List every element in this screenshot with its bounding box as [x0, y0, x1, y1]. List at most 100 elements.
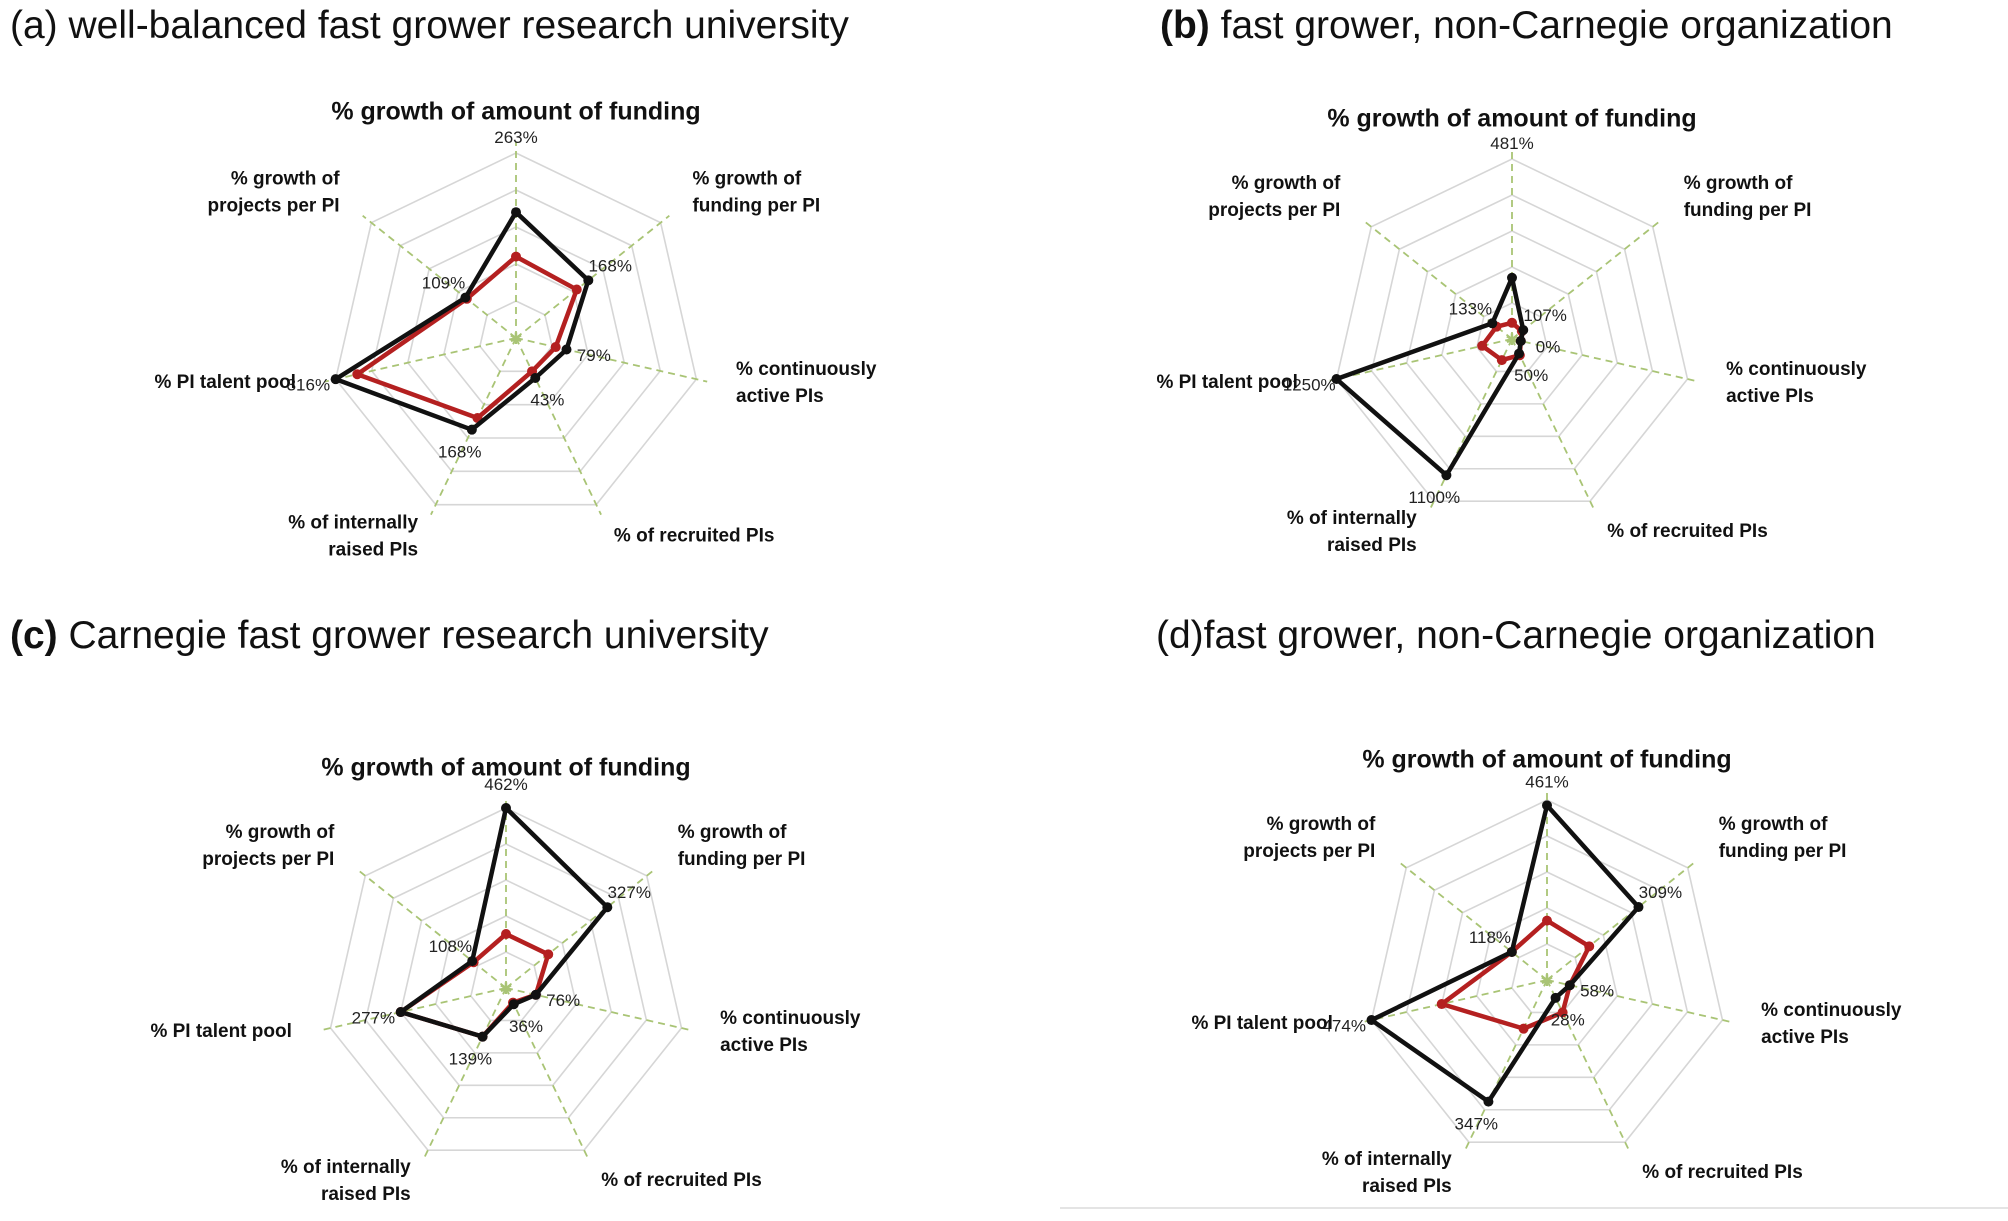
chart-title: % growth of amount of funding: [321, 754, 690, 782]
panel-c: (c) Carnegie fast grower research univer…: [0, 610, 1004, 1220]
axis-spoke: [1546, 979, 1631, 1153]
grid-ring: [1440, 266, 1584, 405]
category-label-growth-of-funding-per-pi: % growth of funding per PI: [1684, 173, 1812, 221]
series-red-point-of-recruited-pis: [1557, 1007, 1568, 1018]
data-label-continuously-active-pis: 0%: [1536, 337, 1561, 356]
data-label-of-internally-raised-pis: 168%: [438, 442, 481, 461]
series-red-point-growth-of-funding-per-pi: [571, 284, 582, 295]
series-black-point-of-internally-raised-pis: [1483, 1096, 1494, 1107]
series-black-point-continuously-active-pis: [561, 344, 572, 355]
panel-title-letter: (b): [1160, 4, 1210, 47]
category-label-pi-talent-pool: % PI talent pool: [155, 372, 296, 393]
category-label-growth-of-projects-per-pi: % growth of projects per PI: [1208, 173, 1341, 221]
divider-line: [1060, 1207, 2008, 1209]
axis-spoke: [1463, 979, 1548, 1153]
series-red-point-growth-of-amount-of-funding: [1542, 915, 1552, 926]
panel-title-letter: (a): [10, 4, 58, 47]
data-label-growth-of-projects-per-pi: 108%: [429, 937, 472, 956]
data-label-growth-of-funding-per-pi: 309%: [1639, 883, 1682, 902]
center-star-icon: ✱: [1505, 332, 1518, 349]
panel-d: (d)fast grower, non-Carnegie organizatio…: [1004, 610, 2008, 1220]
category-label-of-internally-raised-pis: % of internally raised PIs: [1287, 508, 1417, 556]
panel-title-text: fast grower, non-Carnegie organization: [1203, 614, 1876, 657]
series-black-point-growth-of-projects-per-pi: [460, 292, 471, 303]
data-label-continuously-active-pis: 58%: [1580, 982, 1614, 1001]
data-label-pi-talent-pool: 316%: [287, 376, 330, 395]
series-red-point-growth-of-amount-of-funding: [511, 251, 521, 262]
axis-spoke: [1397, 860, 1548, 981]
series-black-point-growth-of-funding-per-pi: [1633, 902, 1644, 913]
axis-spoke: [1546, 979, 1734, 1024]
grid-ring: [1335, 158, 1689, 502]
data-label-of-recruited-pis: 36%: [509, 1017, 543, 1036]
data-label-growth-of-funding-per-pi: 168%: [588, 256, 631, 275]
axis-spoke: [505, 987, 693, 1032]
series-black-point-growth-of-projects-per-pi: [1506, 946, 1517, 957]
series-black-point-growth-of-funding-per-pi: [1518, 325, 1529, 336]
panel-title-letter: (c): [10, 614, 58, 657]
series-red-point-growth-of-amount-of-funding: [1507, 317, 1517, 328]
axis-spoke: [515, 337, 708, 383]
chart-title: % growth of amount of funding: [331, 98, 700, 126]
series-black-point-pi-talent-pool: [395, 1007, 406, 1018]
axis-spoke: [1428, 338, 1513, 512]
series-black-line: [333, 209, 591, 432]
series-red-point-pi-talent-pool: [1436, 999, 1447, 1010]
data-label-growth-of-amount-of-funding: 263%: [494, 128, 537, 147]
grid-ring: [1370, 799, 1724, 1143]
series-black-point-growth-of-amount-of-funding: [511, 207, 521, 218]
axis-spoke: [515, 337, 602, 516]
axis-spoke: [1325, 338, 1513, 383]
series-black-point-growth-of-projects-per-pi: [1487, 318, 1498, 329]
center-star-icon: ✱: [499, 981, 512, 998]
panel-title-letter: (d): [1156, 614, 1204, 657]
panel-title: (d)fast grower, non-Carnegie organizatio…: [1156, 614, 1876, 658]
category-label-of-recruited-pis: % of recruited PIs: [601, 1170, 762, 1191]
panel-title: (a) well-balanced fast grower research u…: [10, 4, 849, 48]
grid-ring: [434, 915, 578, 1054]
category-label-pi-talent-pool: % PI talent pool: [150, 1021, 291, 1042]
data-label-growth-of-amount-of-funding: 461%: [1525, 772, 1568, 791]
axis-spoke: [324, 337, 517, 383]
axis-spoke: [1546, 860, 1697, 981]
data-label-growth-of-funding-per-pi: 107%: [1523, 306, 1566, 325]
series-black-point-of-internally-raised-pis: [1441, 470, 1452, 481]
axis-spoke: [356, 868, 507, 989]
grid-ring: [334, 152, 698, 506]
data-label-of-recruited-pis: 50%: [1514, 366, 1548, 385]
grid-ring: [1405, 230, 1619, 438]
series-black-point-of-recruited-pis: [1514, 348, 1525, 359]
panel-b: (b) fast grower, non-Carnegie organizati…: [1004, 0, 2008, 610]
chart-title: % growth of amount of funding: [1362, 746, 1731, 774]
axis-spoke: [515, 215, 670, 339]
panel-title: (b) fast grower, non-Carnegie organizati…: [1160, 4, 1893, 48]
grid-ring: [1476, 302, 1548, 373]
data-label-of-internally-raised-pis: 347%: [1455, 1114, 1498, 1133]
series-red-point-growth-of-funding-per-pi: [543, 949, 554, 960]
category-label-growth-of-projects-per-pi: % growth of projects per PI: [1243, 814, 1376, 862]
grid-ring: [370, 189, 662, 473]
data-label-pi-talent-pool: 277%: [352, 1008, 395, 1027]
series-black-point-continuously-active-pis: [530, 989, 541, 1000]
center-star-icon: ✱: [509, 331, 522, 348]
data-label-growth-of-amount-of-funding: 481%: [1490, 134, 1533, 153]
axis-spoke: [319, 987, 507, 1032]
chart-title: % growth of amount of funding: [1327, 105, 1696, 133]
data-label-growth-of-amount-of-funding: 462%: [484, 775, 527, 794]
series-black-point-continuously-active-pis: [1564, 980, 1575, 991]
axis-spoke: [362, 215, 517, 339]
series-black-point-growth-of-amount-of-funding: [1542, 800, 1552, 811]
axis-spoke: [505, 987, 590, 1161]
category-label-of-recruited-pis: % of recruited PIs: [1607, 521, 1768, 542]
series-black-point-growth-of-projects-per-pi: [467, 956, 478, 967]
grid-ring: [399, 879, 613, 1087]
axis-spoke: [1360, 979, 1548, 1024]
series-red-point-of-internally-raised-pis: [1518, 1023, 1529, 1034]
series-black-point-of-internally-raised-pis: [477, 1031, 488, 1042]
series-black-line: [398, 805, 610, 1039]
series-black-point-continuously-active-pis: [1515, 336, 1526, 347]
category-label-pi-talent-pool: % PI talent pool: [1191, 1013, 1332, 1034]
data-label-growth-of-projects-per-pi: 109%: [422, 274, 465, 293]
series-red-point-growth-of-amount-of-funding: [501, 929, 511, 939]
panel-title: (c) Carnegie fast grower research univer…: [10, 614, 769, 658]
